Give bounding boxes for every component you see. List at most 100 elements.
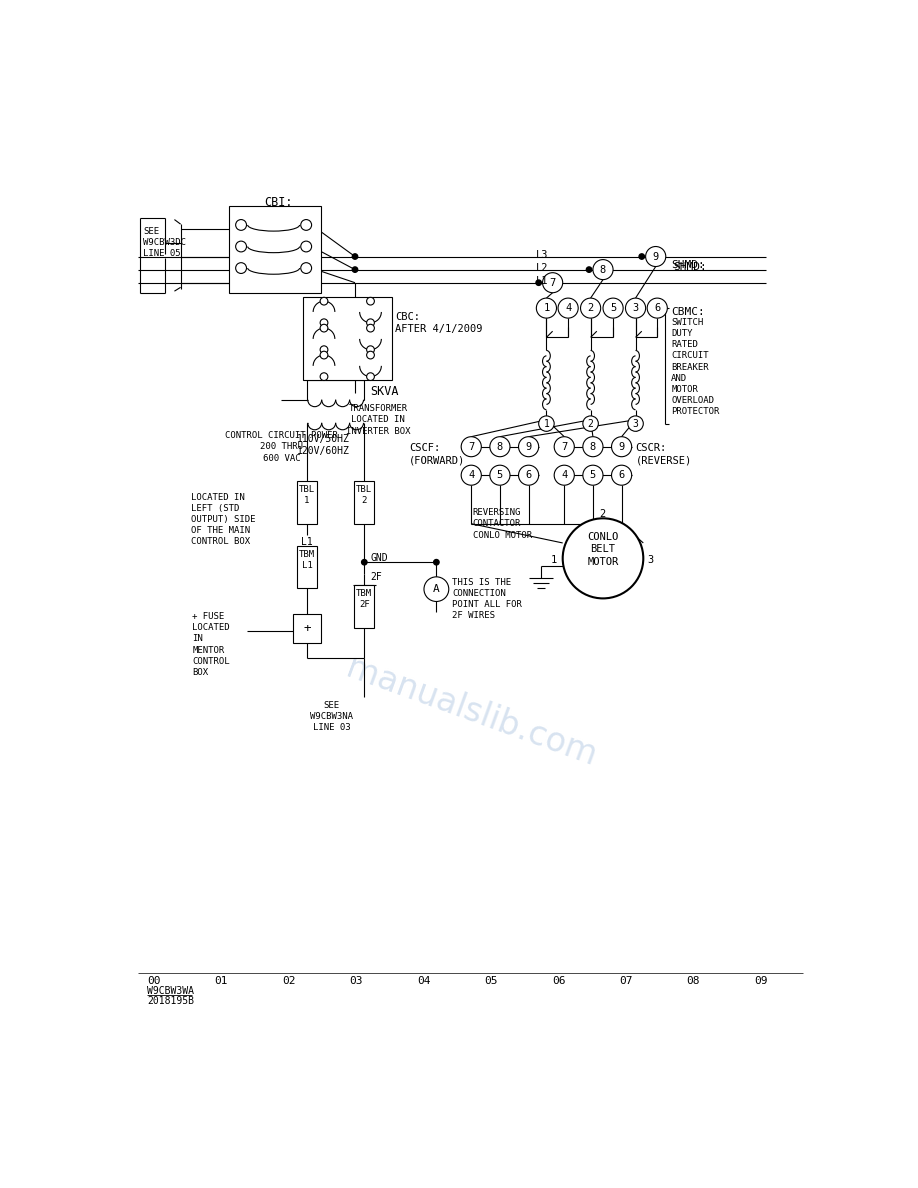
- Circle shape: [583, 466, 603, 485]
- Circle shape: [625, 298, 645, 318]
- Text: 03: 03: [350, 975, 364, 986]
- Circle shape: [554, 437, 575, 456]
- Circle shape: [490, 466, 510, 485]
- Circle shape: [320, 318, 328, 327]
- Text: + FUSE
LOCATED
IN
MENTOR
CONTROL
BOX: + FUSE LOCATED IN MENTOR CONTROL BOX: [192, 612, 230, 677]
- Circle shape: [639, 254, 644, 259]
- Text: 3: 3: [633, 303, 639, 314]
- Text: TBM
L1: TBM L1: [299, 550, 315, 570]
- Text: 7: 7: [561, 442, 567, 451]
- Text: 4: 4: [565, 303, 571, 314]
- Circle shape: [580, 298, 600, 318]
- Circle shape: [611, 437, 632, 456]
- Text: 2: 2: [588, 303, 594, 314]
- Circle shape: [301, 220, 311, 230]
- Text: TBL
1: TBL 1: [299, 485, 315, 505]
- Bar: [230, 206, 321, 293]
- Text: 6: 6: [655, 303, 660, 314]
- Circle shape: [366, 318, 375, 327]
- Text: THIS IS THE
CONNECTION
POINT ALL FOR
2F WIRES: THIS IS THE CONNECTION POINT ALL FOR 2F …: [452, 577, 521, 620]
- Text: 2: 2: [588, 418, 594, 429]
- Circle shape: [536, 298, 556, 318]
- Text: manualslib.com: manualslib.com: [341, 652, 601, 773]
- Text: 9: 9: [619, 442, 625, 451]
- Text: 3: 3: [633, 418, 639, 429]
- Text: 2F: 2F: [371, 573, 382, 582]
- Circle shape: [603, 298, 623, 318]
- Text: 06: 06: [552, 975, 565, 986]
- Text: 6: 6: [525, 470, 532, 480]
- Circle shape: [543, 273, 563, 292]
- Text: 6: 6: [619, 470, 625, 480]
- Text: 8: 8: [497, 442, 503, 451]
- Circle shape: [563, 518, 644, 599]
- Bar: [303, 297, 392, 380]
- Text: CONLO
BELT
MOTOR: CONLO BELT MOTOR: [588, 532, 619, 567]
- Circle shape: [433, 560, 439, 565]
- Circle shape: [628, 416, 644, 431]
- Text: TRANSFORMER
LOCATED IN
INVERTER BOX: TRANSFORMER LOCATED IN INVERTER BOX: [346, 404, 410, 436]
- Circle shape: [366, 352, 375, 359]
- Text: CBMC:: CBMC:: [671, 307, 705, 316]
- Text: 5: 5: [589, 470, 596, 480]
- Circle shape: [587, 267, 592, 272]
- Text: 04: 04: [417, 975, 431, 986]
- Circle shape: [320, 324, 328, 331]
- Text: A: A: [433, 584, 440, 594]
- Text: L3: L3: [535, 249, 548, 260]
- Circle shape: [554, 466, 575, 485]
- Text: LOCATED IN
LEFT (STD
OUTPUT) SIDE
OF THE MAIN
CONTROL BOX: LOCATED IN LEFT (STD OUTPUT) SIDE OF THE…: [191, 493, 255, 546]
- Text: GND: GND: [371, 554, 388, 563]
- Text: +: +: [303, 623, 310, 634]
- Text: 1: 1: [543, 303, 550, 314]
- Text: 1: 1: [551, 555, 557, 564]
- Circle shape: [366, 297, 375, 305]
- Text: 09: 09: [754, 975, 767, 986]
- Bar: [293, 614, 321, 643]
- Circle shape: [301, 241, 311, 252]
- Circle shape: [593, 260, 613, 279]
- Text: 7: 7: [550, 278, 555, 287]
- Circle shape: [536, 280, 542, 285]
- Circle shape: [461, 466, 481, 485]
- Text: W9CBW3WA: W9CBW3WA: [147, 986, 195, 997]
- Circle shape: [320, 373, 328, 380]
- Text: 4: 4: [561, 470, 567, 480]
- Text: CBI:: CBI:: [264, 196, 293, 209]
- Text: SEE
W9CBW3NA
LINE 03: SEE W9CBW3NA LINE 03: [310, 701, 353, 732]
- Text: 8: 8: [589, 442, 596, 451]
- Text: SEE
W9CBW3DC
LINE 05: SEE W9CBW3DC LINE 05: [143, 227, 186, 258]
- Text: 8: 8: [599, 265, 606, 274]
- Circle shape: [236, 263, 247, 273]
- Circle shape: [366, 324, 375, 331]
- Text: CSCF:
(FORWARD): CSCF: (FORWARD): [409, 443, 465, 466]
- Text: 3: 3: [647, 555, 654, 564]
- Text: 05: 05: [485, 975, 498, 986]
- Text: SHMD:: SHMD:: [671, 260, 705, 271]
- Circle shape: [320, 297, 328, 305]
- Text: 5: 5: [497, 470, 503, 480]
- Text: SKVA: SKVA: [371, 385, 399, 398]
- Text: L1: L1: [301, 537, 312, 546]
- Bar: [297, 546, 317, 588]
- Text: 08: 08: [687, 975, 700, 986]
- Text: REVERSING
CONTACTOR
CONLO MOTOR: REVERSING CONTACTOR CONLO MOTOR: [473, 508, 532, 539]
- Text: 07: 07: [620, 975, 633, 986]
- Circle shape: [583, 416, 599, 431]
- Text: 9: 9: [525, 442, 532, 451]
- Circle shape: [320, 346, 328, 354]
- Circle shape: [366, 373, 375, 380]
- Text: TBL
2: TBL 2: [356, 485, 373, 505]
- Text: 9: 9: [653, 252, 659, 261]
- Text: CONTROL CIRCUIT POWER
200 THRU
600 VAC: CONTROL CIRCUIT POWER 200 THRU 600 VAC: [225, 431, 338, 462]
- Text: 2: 2: [599, 510, 605, 519]
- Text: 02: 02: [282, 975, 296, 986]
- Text: L2: L2: [535, 263, 548, 273]
- Circle shape: [519, 466, 539, 485]
- Circle shape: [539, 416, 554, 431]
- Circle shape: [236, 241, 247, 252]
- Text: 1: 1: [543, 418, 549, 429]
- Text: CBC:
AFTER 4/1/2009: CBC: AFTER 4/1/2009: [396, 312, 483, 334]
- Circle shape: [320, 352, 328, 359]
- Text: 5: 5: [610, 303, 616, 314]
